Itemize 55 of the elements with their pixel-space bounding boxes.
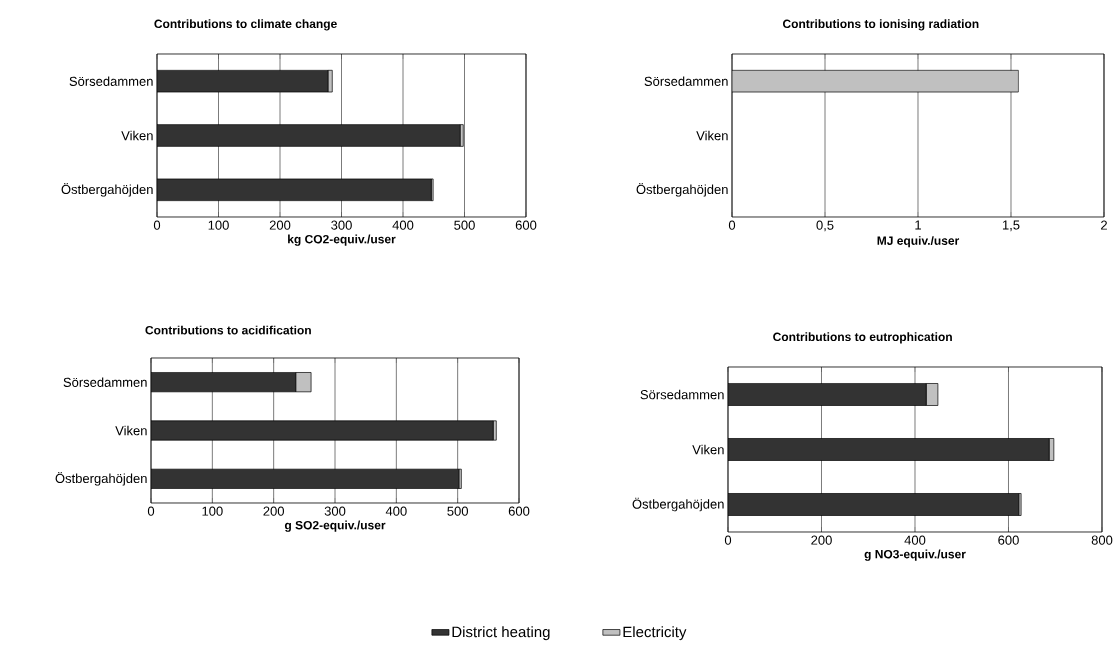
bar <box>157 178 432 202</box>
x-axis-title: kg CO2-equiv./user <box>288 234 396 246</box>
chart-title: Contributions to climate change <box>154 19 337 31</box>
chart-title: Contributions to ionising radiation <box>782 19 979 31</box>
x-axis-title: g NO3-equiv./user <box>864 549 966 561</box>
x-tick-label: 200 <box>269 220 291 230</box>
x-tick-label: 600 <box>508 506 530 516</box>
x-tick-label: 600 <box>998 535 1019 545</box>
x-axis-title: g SO2-equiv./user <box>284 520 386 532</box>
x-tick-label: 500 <box>454 220 475 230</box>
x-tick-label: 1,5 <box>1002 220 1020 232</box>
x-tick-label: 200 <box>263 506 285 516</box>
x-axis-title: MJ equiv./user <box>877 236 960 248</box>
x-tick-label: 2 <box>1101 220 1107 230</box>
x-tick-label: 400 <box>904 535 926 545</box>
chart-title: Contributions to acidification <box>145 325 311 335</box>
x-tick-label: 400 <box>385 506 407 516</box>
x-tick-label: 400 <box>392 220 414 230</box>
y-tick-label: Östbergahöjden <box>636 183 728 197</box>
bar <box>151 420 494 441</box>
y-tick-label: Viken <box>692 444 724 455</box>
y-tick-label: Sörsedammen <box>69 76 153 86</box>
x-tick-label: 100 <box>202 506 223 516</box>
bar <box>728 438 1050 461</box>
x-tick-label: 800 <box>1091 535 1113 545</box>
y-tick-label: Viken <box>121 130 153 141</box>
x-tick-label: 0,5 <box>816 220 834 232</box>
legend-label: District heating <box>452 626 550 641</box>
bar <box>728 493 1020 516</box>
bar <box>728 383 927 406</box>
x-tick-label: 0 <box>724 535 732 545</box>
y-tick-label: Viken <box>696 130 728 141</box>
bar <box>151 372 297 393</box>
x-tick-label: 1 <box>915 220 921 230</box>
x-tick-label: 300 <box>324 506 346 516</box>
x-tick-label: 300 <box>331 220 352 230</box>
y-tick-label: Östbergahöjden <box>55 472 147 486</box>
x-tick-label: 200 <box>811 535 832 545</box>
x-tick-label: 600 <box>515 220 537 230</box>
legend-label: Electricity <box>623 626 687 641</box>
y-tick-label: Sörsedammen <box>644 76 728 86</box>
x-tick-label: 500 <box>447 506 469 516</box>
y-tick-label: Sörsedammen <box>640 389 724 400</box>
bar <box>157 69 329 93</box>
x-tick-label: 0 <box>147 506 155 516</box>
y-tick-label: Sörsedammen <box>63 377 147 387</box>
y-tick-label: Viken <box>115 425 147 436</box>
y-tick-label: Östbergahöjden <box>632 497 724 512</box>
bar <box>157 124 461 147</box>
y-tick-label: Östbergahöjden <box>61 183 153 197</box>
x-tick-label: 0 <box>153 220 161 230</box>
x-tick-label: 100 <box>208 220 229 230</box>
bar <box>151 468 460 489</box>
x-tick-label: 0 <box>728 220 736 230</box>
chart-title: Contributions to eutrophication <box>773 332 952 344</box>
